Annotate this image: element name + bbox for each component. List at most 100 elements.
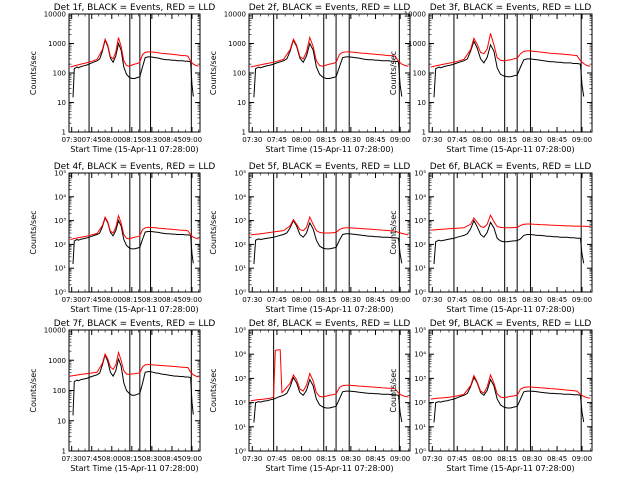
y-tick-label: 10 [237,99,246,107]
y-tick-label: 10¹ [234,265,246,273]
y-axis-label: Counts/sec [389,210,398,254]
x-tick-label: 08:45 [162,296,182,304]
series-events-line [433,376,585,423]
y-tick-label: 1000 [408,40,426,48]
y-axis-label: Counts/sec [29,51,38,95]
x-tick-label: 08:30 [522,455,542,463]
series-events-line [72,38,194,98]
x-tick-label: 07:45 [82,455,102,463]
x-tick-label: 08:15 [497,296,517,304]
panel-1: Det 1f, BLACK = Events, RED = LLD Counts/… [29,3,215,154]
y-tick-label: 10¹ [234,423,246,431]
y-axis-label: Counts/sec [29,210,38,254]
x-tick-label: 09:00 [572,136,592,144]
series-lld-line [70,350,199,378]
y-tick-label: 10000 [44,327,66,335]
x-tick-label: 07:30 [242,136,262,144]
x-tick-label: 08:45 [547,455,567,463]
x-tick-label: 08:45 [365,455,385,463]
y-tick-label: 10⁴ [414,351,426,359]
x-tick-label: 08:45 [162,455,182,463]
series-events-line [253,376,403,423]
series-lld-line [70,213,199,240]
x-tick-label: 08:00 [102,455,122,463]
y-axis-label: Counts/sec [389,368,398,412]
y-tick-label: 1000 [48,357,66,365]
y-tick-label: 10⁴ [414,193,426,201]
y-tick-label: 10 [57,417,66,425]
x-tick-label: 08:00 [102,296,122,304]
panel-title: Det 3f, BLACK = Events, RED = LLD [430,3,592,13]
y-tick-label: 10² [54,241,66,249]
series-lld-line [430,213,591,231]
y-tick-label: 1000 [228,40,246,48]
series-events-line [72,353,194,416]
y-tick-label: 10² [414,241,426,249]
panel-title: Det 4f, BLACK = Events, RED = LLD [54,162,216,172]
x-tick-label: 07:30 [62,296,82,304]
x-axis-label: Start Time (15-Apr-11 07:28:00) [446,464,574,473]
x-tick-label: 08:30 [522,136,542,144]
x-tick-label: 07:30 [422,455,442,463]
x-axis-label: Start Time (15-Apr-11 07:28:00) [446,145,574,154]
x-tick-label: 09:00 [182,455,202,463]
panel-3: Det 3f, BLACK = Events, RED = LLD Counts/… [389,3,593,154]
y-tick-label: 10² [234,399,246,407]
x-tick-label: 07:45 [447,455,467,463]
x-tick-label: 07:30 [62,455,82,463]
x-axis-label: Start Time (15-Apr-11 07:28:00) [70,305,198,314]
y-tick-label: 10³ [414,375,426,383]
y-tick-label: 10³ [234,375,246,383]
x-tick-label: 08:30 [142,136,162,144]
series-events-line [72,216,194,265]
y-axis-label: Counts/sec [209,368,218,412]
y-axis-label: Counts/sec [209,210,218,254]
x-tick-label: 09:00 [390,136,410,144]
x-tick-label: 08:15 [122,136,142,144]
panel-title: Det 2f, BLACK = Events, RED = LLD [249,3,411,13]
x-tick-label: 08:30 [142,296,162,304]
y-tick-label: 100 [53,387,66,395]
x-axis-label: Start Time (15-Apr-11 07:28:00) [446,305,574,314]
y-tick-label: 10³ [234,217,246,225]
x-tick-label: 08:30 [341,455,361,463]
y-tick-label: 1 [242,129,246,137]
x-tick-label: 07:30 [242,296,262,304]
y-tick-label: 10 [57,99,66,107]
y-axis-label: Counts/sec [389,51,398,95]
x-tick-label: 08:15 [316,455,336,463]
x-tick-label: 08:00 [472,296,492,304]
x-tick-label: 08:00 [472,455,492,463]
x-tick-label: 07:45 [82,136,102,144]
x-tick-label: 07:45 [447,296,467,304]
y-tick-label: 10⁰ [234,448,246,456]
x-tick-label: 09:00 [572,455,592,463]
y-tick-label: 10⁵ [414,170,426,178]
panel-title: Det 6f, BLACK = Events, RED = LLD [430,162,592,172]
panel-7: Det 7f, BLACK = Events, RED = LLD Counts/… [29,319,215,473]
y-tick-label: 10³ [54,217,66,225]
x-tick-label: 08:15 [122,455,142,463]
y-tick-label: 1 [62,129,66,137]
y-tick-label: 100 [53,70,66,78]
x-tick-label: 08:30 [522,296,542,304]
series-lld-line [430,33,591,68]
series-lld-line [70,37,199,68]
x-tick-label: 07:45 [267,136,287,144]
x-tick-label: 08:30 [142,455,162,463]
panel-4: Det 4f, BLACK = Events, RED = LLD Counts/… [29,162,215,314]
y-tick-label: 100 [233,70,246,78]
y-tick-label: 10⁵ [234,327,246,335]
panel-title: Det 7f, BLACK = Events, RED = LLD [54,319,216,329]
x-tick-label: 09:00 [390,455,410,463]
x-tick-label: 07:30 [242,455,262,463]
x-tick-label: 09:00 [182,136,202,144]
x-tick-label: 08:45 [365,136,385,144]
x-tick-label: 08:45 [547,296,567,304]
panel-8: Det 8f, BLACK = Events, RED = LLD Counts/… [209,319,411,473]
series-lld-line [430,373,591,400]
x-axis-label: Start Time (15-Apr-11 07:28:00) [265,305,393,314]
x-tick-label: 08:15 [316,296,336,304]
x-tick-label: 09:00 [182,296,202,304]
